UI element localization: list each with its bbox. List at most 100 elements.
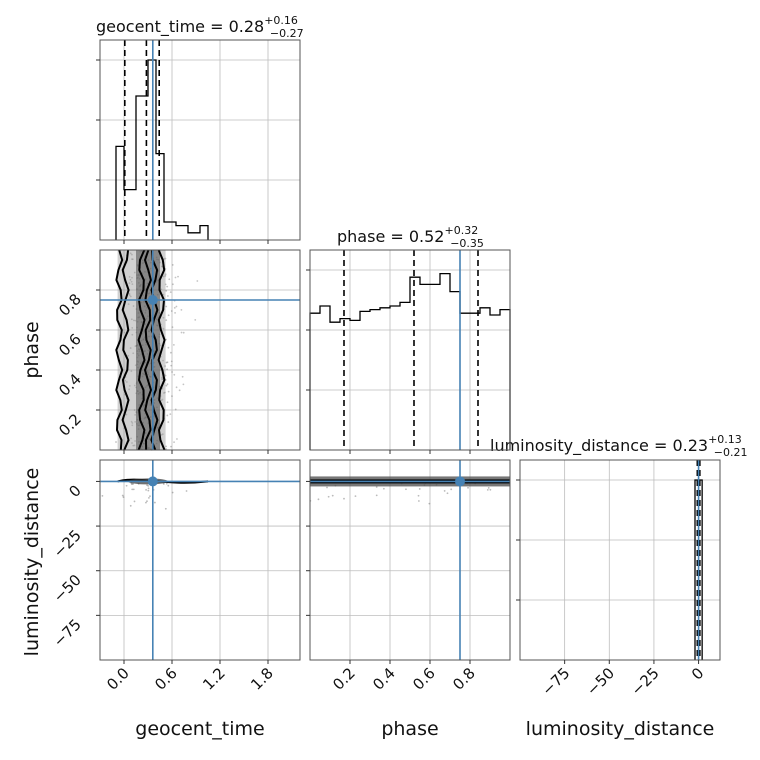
scatter-point xyxy=(132,352,135,355)
scatter-point xyxy=(147,487,150,490)
scatter-point xyxy=(165,448,167,450)
scatter-point xyxy=(165,361,168,364)
scatter-point xyxy=(134,319,137,322)
scatter-point xyxy=(134,345,137,348)
scatter-point xyxy=(101,494,104,497)
scatter-point xyxy=(487,487,490,489)
scatter-point xyxy=(131,253,133,256)
contour-line-5 xyxy=(157,249,166,451)
scatter-point xyxy=(171,491,174,494)
scatter-point xyxy=(170,364,173,367)
truth-marker xyxy=(455,476,465,487)
scatter-point xyxy=(162,316,165,319)
scatter-point xyxy=(428,502,431,505)
scatter-point xyxy=(127,303,130,306)
scatter-point xyxy=(164,365,166,367)
ytick-label-luminosity_distance-1: −50 xyxy=(50,571,85,606)
scatter-point xyxy=(162,359,164,362)
contour-line-4 xyxy=(150,249,159,451)
scatter-point xyxy=(167,346,170,349)
title-luminosity-distance-param: luminosity_distance xyxy=(490,436,649,456)
panel-frame xyxy=(99,249,301,451)
scatter-point xyxy=(173,373,176,376)
scatter-point xyxy=(174,408,177,411)
scatter-point xyxy=(443,490,446,492)
scatter-point xyxy=(166,368,169,371)
scatter-point xyxy=(133,500,136,503)
ylabel-phase: phase xyxy=(21,321,43,378)
scatter-point xyxy=(171,326,174,329)
scatter-point xyxy=(149,495,151,498)
title-luminosity-distance-value: 0.23 xyxy=(672,436,708,455)
xlabel-phase: phase xyxy=(381,718,438,740)
scatter-point xyxy=(164,257,167,260)
scatter-point xyxy=(317,498,320,501)
scatter-point xyxy=(166,285,169,288)
xlabel-luminosity-distance: luminosity_distance xyxy=(526,718,715,740)
scatter-point xyxy=(161,378,163,381)
scatter-point xyxy=(133,409,136,411)
scatter-point xyxy=(161,398,164,401)
scatter-point xyxy=(132,483,134,485)
scatter-point xyxy=(125,484,128,487)
scatter-point xyxy=(405,488,407,491)
scatter-point xyxy=(147,485,150,487)
scatter-point xyxy=(167,390,170,393)
scatter-point xyxy=(375,494,378,497)
scatter-point xyxy=(165,384,168,387)
scatter-point xyxy=(418,488,421,490)
scatter-point xyxy=(180,308,183,311)
scatter-point xyxy=(417,500,420,502)
grid-phase-phase xyxy=(310,250,510,450)
scatter-point xyxy=(182,331,185,334)
panel-frame xyxy=(309,459,511,661)
ytick-label-luminosity_distance-3: 0 xyxy=(65,482,84,501)
scatter-point xyxy=(174,276,177,279)
scatter-point xyxy=(175,386,178,389)
scatter-point xyxy=(146,484,148,487)
scatter-point xyxy=(164,273,167,276)
scatter-point xyxy=(169,413,172,416)
grid-geocent_time-geocent_time xyxy=(100,40,300,240)
xtick-label-luminosity_distance-0: −75 xyxy=(538,664,573,699)
histogram-phase xyxy=(309,272,511,450)
ytick-label-luminosity_distance-0: −75 xyxy=(50,615,85,650)
scatter-point xyxy=(170,310,173,312)
histogram-geocent_time xyxy=(115,59,209,240)
scatter-point xyxy=(171,395,173,398)
scatter-point xyxy=(131,424,134,427)
scatter-point xyxy=(130,420,133,423)
scatter-point xyxy=(128,384,131,387)
scatter-point xyxy=(161,376,163,379)
title-phase-value: 0.52 xyxy=(409,227,445,246)
scatter-point xyxy=(128,292,131,295)
scatter-point xyxy=(167,421,170,423)
scatter-point xyxy=(134,440,137,442)
scatter-point xyxy=(132,488,135,491)
scatter-point xyxy=(131,442,133,444)
scatter-point xyxy=(169,291,172,294)
scatter-point xyxy=(172,283,174,286)
scatter-point xyxy=(185,490,188,492)
scatter-point xyxy=(167,484,170,487)
scatter-point xyxy=(160,399,163,402)
grid-phase-luminosity_distance xyxy=(310,460,510,660)
panel-frame xyxy=(99,459,301,661)
panel-phase-phase xyxy=(306,249,511,454)
scatter-point xyxy=(382,487,385,490)
scatter-point xyxy=(176,438,178,440)
contour-line-1 xyxy=(121,249,130,451)
scatter-point xyxy=(166,361,169,364)
scatter-point xyxy=(163,392,165,394)
scatter-point xyxy=(162,483,165,485)
scatter-point xyxy=(181,375,184,378)
truth-marker xyxy=(147,295,158,305)
scatter-point xyxy=(128,388,131,391)
scatter-point xyxy=(128,294,131,297)
scatter-point xyxy=(131,258,133,261)
scatter-point xyxy=(177,275,179,278)
scatter-point xyxy=(129,252,132,255)
ytick-label-phase-2: 0.6 xyxy=(55,330,85,360)
scatter-point xyxy=(130,437,132,440)
